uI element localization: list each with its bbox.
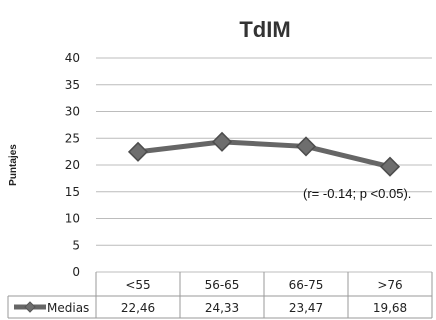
y-tick-10: 10 xyxy=(65,212,80,226)
y-tick-30: 30 xyxy=(65,105,80,119)
y-tick-25: 25 xyxy=(65,131,80,145)
x-tick-1: 56-65 xyxy=(205,278,240,292)
legend-label: Medias xyxy=(47,301,89,315)
y-tick-5: 5 xyxy=(72,238,80,252)
data-label-0: 22,46 xyxy=(121,301,155,315)
y-tick-40: 40 xyxy=(65,51,80,65)
chart-title: TdIM xyxy=(239,17,290,42)
y-tick-labels: 0 5 10 15 20 25 30 35 40 xyxy=(65,51,80,279)
data-point-1 xyxy=(211,131,233,152)
x-tick-0: <55 xyxy=(125,278,150,292)
correlation-annotation: (r= -0.14; p <0.05). xyxy=(303,186,411,201)
gridlines xyxy=(96,57,432,273)
data-table: <55 56-65 66-75 >76 Medias 22,46 24,33 23,47 19,… xyxy=(7,272,433,319)
data-label-3: 19,68 xyxy=(373,301,407,315)
y-axis-label: Puntajes xyxy=(8,144,19,186)
data-point-2 xyxy=(295,136,317,157)
y-tick-0: 0 xyxy=(72,265,80,279)
series-medias xyxy=(127,131,401,177)
legend-marker xyxy=(24,301,36,313)
data-point-3 xyxy=(379,156,401,177)
x-tick-3: >76 xyxy=(377,278,402,292)
data-label-1: 24,33 xyxy=(205,301,239,315)
series-line xyxy=(137,139,391,170)
y-tick-35: 35 xyxy=(65,78,80,92)
data-point-0 xyxy=(127,141,149,162)
y-tick-20: 20 xyxy=(65,158,80,172)
y-tick-15: 15 xyxy=(65,185,80,199)
x-tick-2: 66-75 xyxy=(289,278,324,292)
data-label-2: 23,47 xyxy=(289,301,323,315)
